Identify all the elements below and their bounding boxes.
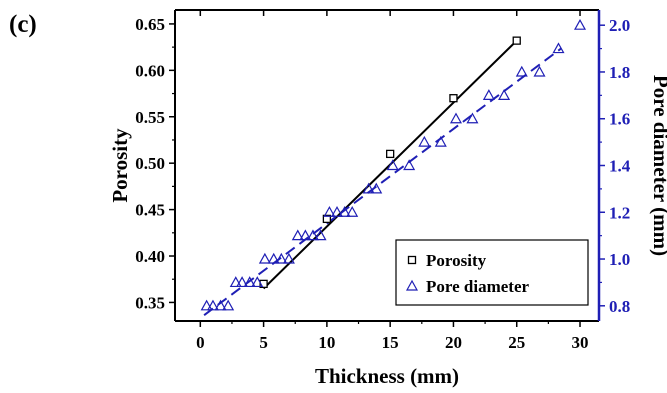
point-pore-diameter bbox=[362, 182, 375, 194]
point-porosity bbox=[322, 214, 332, 224]
point-pore-diameter bbox=[291, 229, 304, 241]
left-axis-ticks: 0.35 0.40 0.45 0.50 0.55 0.60 0.65 bbox=[135, 15, 175, 312]
x-tick-label: 10 bbox=[318, 333, 335, 352]
point-pore-diameter bbox=[533, 65, 546, 77]
x-tick-label: 30 bbox=[572, 333, 589, 352]
y-tick-label: 0.60 bbox=[135, 61, 165, 80]
point-pore-diameter bbox=[418, 135, 431, 147]
y2-tick-label: 1.2 bbox=[609, 203, 630, 222]
point-pore-diameter bbox=[482, 89, 495, 100]
point-pore-diameter bbox=[515, 65, 528, 77]
y-tick-label: 0.45 bbox=[135, 201, 165, 220]
data-points bbox=[200, 18, 587, 311]
panel-label: (c) bbox=[9, 11, 37, 38]
point-pore-diameter bbox=[243, 276, 256, 288]
point-porosity bbox=[512, 36, 521, 45]
point-pore-diameter bbox=[299, 229, 312, 241]
x-axis-title: Thickness (mm) bbox=[315, 364, 459, 388]
y2-tick-label: 2.0 bbox=[609, 16, 630, 35]
point-pore-diameter bbox=[552, 42, 565, 54]
point-porosity bbox=[386, 149, 395, 159]
point-pore-diameter bbox=[466, 112, 479, 124]
point-pore-diameter bbox=[258, 252, 271, 264]
legend: Porosity Pore diameter bbox=[395, 239, 589, 306]
point-pore-diameter bbox=[370, 182, 383, 194]
point-pore-diameter bbox=[214, 299, 227, 311]
legend-label-pore-diameter: Pore diameter bbox=[426, 277, 530, 296]
x-tick-label: 0 bbox=[196, 333, 205, 352]
y2-tick-label: 0.8 bbox=[609, 297, 630, 316]
left-axis-title: Porosity bbox=[108, 128, 132, 203]
point-pore-diameter bbox=[338, 206, 351, 217]
point-porosity bbox=[449, 94, 458, 103]
legend-square bbox=[407, 255, 417, 265]
point-pore-diameter bbox=[222, 299, 235, 311]
y2-tick-label: 1.8 bbox=[609, 63, 630, 82]
right-axis-ticks: 0.8 1.0 1.2 1.4 1.6 1.8 2.0 bbox=[599, 16, 631, 316]
legend-label-porosity: Porosity bbox=[426, 251, 487, 270]
point-pore-diameter bbox=[251, 276, 264, 288]
legend-box bbox=[395, 239, 589, 306]
y-tick-label: 0.40 bbox=[135, 247, 165, 266]
point-pore-diameter bbox=[573, 18, 587, 30]
point-pore-diameter bbox=[314, 229, 327, 241]
y2-tick-label: 1.6 bbox=[609, 110, 630, 129]
x-axis-ticks: 0 5 10 15 20 25 30 bbox=[196, 10, 589, 352]
point-pore-diameter bbox=[267, 252, 280, 264]
point-pore-diameter bbox=[282, 252, 295, 264]
y-tick-label: 0.55 bbox=[135, 108, 165, 127]
point-pore-diameter bbox=[449, 112, 462, 124]
point-pore-diameter bbox=[306, 229, 319, 241]
point-pore-diameter bbox=[275, 252, 288, 264]
point-pore-diameter bbox=[200, 299, 213, 311]
x-tick-label: 25 bbox=[508, 333, 525, 352]
point-pore-diameter bbox=[498, 89, 511, 100]
point-pore-diameter bbox=[236, 276, 249, 288]
legend-marker-pore-diameter bbox=[405, 279, 419, 291]
right-axis-title: Pore diameter (mm) bbox=[649, 75, 667, 256]
fit-line-pore-diameter bbox=[203, 47, 562, 316]
point-pore-diameter bbox=[346, 206, 359, 217]
y-tick-label: 0.65 bbox=[135, 15, 165, 34]
point-pore-diameter bbox=[229, 276, 242, 288]
y-tick-label: 0.50 bbox=[135, 154, 165, 173]
point-pore-diameter bbox=[386, 159, 399, 171]
legend-marker-porosity bbox=[407, 255, 417, 265]
y2-tick-label: 1.4 bbox=[609, 157, 631, 176]
point-pore-diameter bbox=[330, 206, 344, 217]
point-pore-diameter bbox=[434, 135, 447, 147]
point-porosity bbox=[259, 279, 268, 289]
legend-triangle bbox=[405, 279, 419, 291]
point-pore-diameter bbox=[403, 159, 416, 171]
y-tick-label: 0.35 bbox=[135, 293, 165, 312]
x-tick-label: 5 bbox=[259, 333, 268, 352]
point-pore-diameter bbox=[323, 206, 336, 217]
x-tick-label: 20 bbox=[445, 333, 462, 352]
x-tick-label: 15 bbox=[382, 333, 399, 352]
y2-tick-label: 1.0 bbox=[609, 250, 630, 269]
point-pore-diameter bbox=[206, 299, 219, 311]
